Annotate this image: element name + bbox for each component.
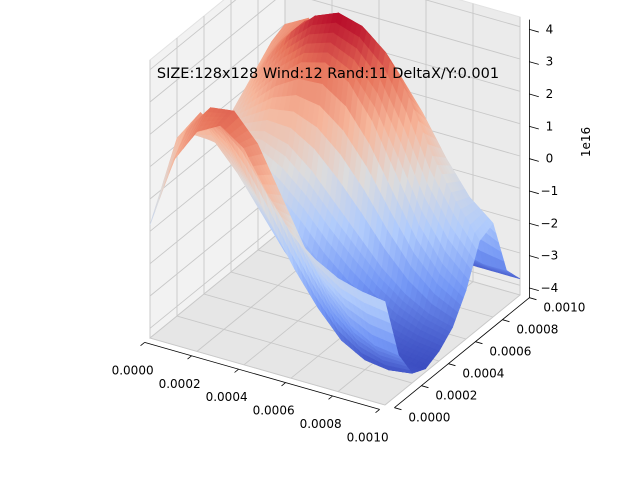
x-tick-label: 0.0002: [159, 377, 201, 391]
y-tick-label: 0.0000: [408, 411, 450, 425]
z-tick-label: 1: [546, 119, 554, 133]
y-tick-mark: [448, 363, 456, 367]
z-tick-mark: [529, 61, 539, 65]
surface-cell: [379, 299, 389, 313]
x-tick-mark: [328, 395, 333, 400]
z-tick-label: 2: [546, 87, 554, 101]
y-tick-label: 0.0004: [462, 367, 504, 381]
y-tick-mark: [394, 407, 402, 411]
z-tick-mark: [529, 158, 539, 162]
x-tick-mark: [140, 342, 145, 347]
y-tick-mark: [529, 297, 537, 301]
z-tick-label: −3: [541, 249, 559, 263]
x-tick-mark: [375, 409, 380, 414]
z-tick-mark: [529, 287, 539, 292]
z-tick-label: 0: [546, 152, 554, 166]
z-tick-mark: [529, 28, 539, 33]
y-tick-mark: [421, 385, 429, 389]
y-tick-label: 0.0006: [489, 345, 531, 359]
x-tick-label: 0.0000: [112, 363, 154, 377]
y-tick-mark: [502, 319, 510, 323]
x-tick-mark: [187, 355, 192, 360]
grid-line-z: [149, 0, 521, 103]
grid-line-y: [149, 60, 386, 406]
x-tick-label: 0.0004: [206, 390, 248, 404]
z-tick-label: −1: [541, 184, 559, 198]
z-tick-label: −2: [541, 216, 559, 230]
x-tick-label: 0.0006: [253, 404, 295, 418]
grid-line-z: [149, 0, 521, 71]
x-tick-mark: [281, 382, 286, 387]
surface-mesh: [149, 12, 521, 374]
y-tick-mark: [475, 341, 483, 345]
y-tick-label: 0.0002: [435, 389, 477, 403]
grid-line-y: [176, 38, 413, 384]
z-tick-mark: [529, 190, 539, 195]
x-tick-label: 0.0008: [300, 417, 342, 431]
z-tick-mark: [529, 255, 539, 259]
z-tick-mark: [529, 93, 539, 98]
y-axis-line: [394, 297, 530, 408]
z-tick-label: 4: [546, 22, 554, 36]
z-tick-mark: [529, 125, 539, 130]
chart-title: SIZE:128x128 Wind:12 Rand:11 DeltaX/Y:0.…: [157, 66, 499, 82]
tick-labels: 0.0000 0.0002 0.0004 0.0006 0.0008 0.0010 0.00…: [112, 22, 586, 444]
z-tick-label: 3: [546, 55, 554, 69]
x-axis-line: [144, 342, 380, 410]
z-tick-mark: [529, 222, 539, 227]
y-tick-label: 0.0008: [516, 323, 558, 337]
x-tick-mark: [234, 368, 239, 373]
y-tick-label: 0.0010: [543, 301, 585, 315]
z-tick-label: −4: [541, 281, 559, 295]
z-axis-offset-label: 1e16: [579, 127, 593, 157]
x-tick-label: 0.0010: [347, 430, 389, 444]
